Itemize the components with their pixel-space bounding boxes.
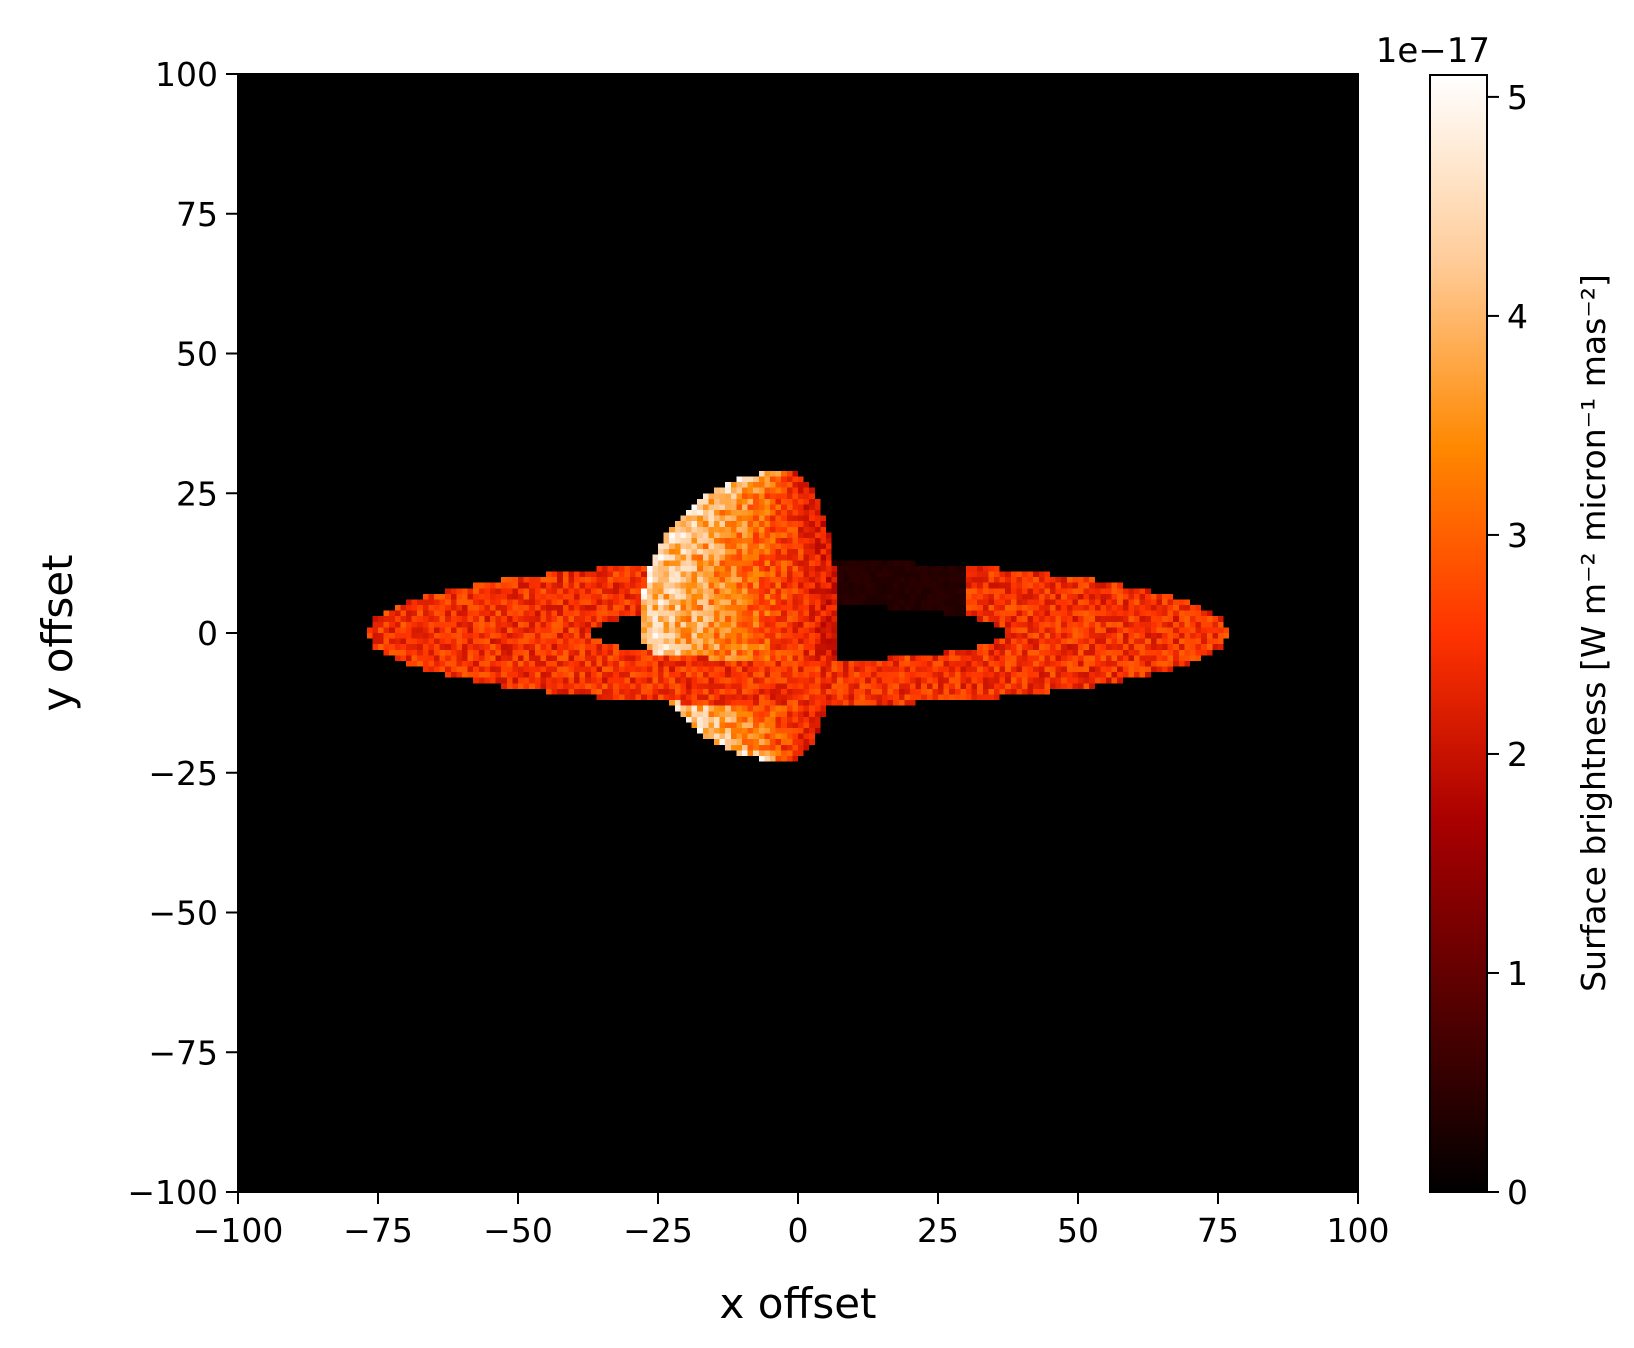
colorbar-tick-label: 1 bbox=[1507, 954, 1528, 993]
colorbar-offset-text: 1e−17 bbox=[1376, 31, 1490, 71]
surface-brightness-image bbox=[238, 74, 1358, 1192]
y-axis-ticks: −100 −75 −50 −25 0 25 50 75 100 bbox=[127, 55, 238, 1212]
x-tick-label: 100 bbox=[1327, 1211, 1390, 1250]
y-tick-label: −100 bbox=[127, 1173, 218, 1212]
x-tick-label: −100 bbox=[193, 1211, 284, 1250]
colorbar-fill bbox=[1430, 75, 1487, 1192]
x-axis-ticks: −100 −75 −50 −25 0 25 50 75 100 bbox=[193, 1192, 1390, 1250]
colorbar-tick-label: 3 bbox=[1507, 516, 1528, 555]
colorbar-frame bbox=[1429, 74, 1488, 1193]
colorbar-ticks: 0 1 2 3 4 5 bbox=[1487, 78, 1528, 1212]
image-container bbox=[238, 74, 1358, 1192]
image-axes: −100 −75 −50 −25 0 25 50 75 100 −100 −75 −50 −25 0 25… bbox=[33, 55, 1390, 1328]
colorbar-tick-label: 0 bbox=[1507, 1173, 1528, 1212]
y-tick-label: −50 bbox=[148, 894, 218, 933]
y-tick-label: 75 bbox=[176, 195, 218, 234]
y-axis-label: y offset bbox=[33, 554, 82, 711]
x-tick-label: −25 bbox=[623, 1211, 693, 1250]
x-tick-label: 50 bbox=[1057, 1211, 1099, 1250]
x-tick-label: 0 bbox=[788, 1211, 809, 1250]
colorbar: 0 1 2 3 4 5 1e−17 Surface brightness [W m⁻² m… bbox=[1376, 31, 1613, 1212]
y-tick-label: 25 bbox=[176, 474, 218, 513]
colorbar-tick-label: 2 bbox=[1507, 735, 1528, 774]
y-tick-label: −75 bbox=[148, 1033, 218, 1072]
colorbar-tick-label: 5 bbox=[1507, 78, 1528, 117]
y-tick-label: 50 bbox=[176, 335, 218, 374]
colorbar-label: Surface brightness [W m⁻² micron⁻¹ mas⁻²… bbox=[1574, 274, 1613, 992]
y-tick-label: 0 bbox=[197, 614, 218, 653]
x-tick-label: 75 bbox=[1197, 1211, 1239, 1250]
x-axis-label: x offset bbox=[719, 1279, 876, 1328]
x-tick-label: −50 bbox=[483, 1211, 553, 1250]
x-tick-label: 25 bbox=[917, 1211, 959, 1250]
colorbar-tick-label: 4 bbox=[1507, 297, 1528, 336]
y-tick-label: −25 bbox=[148, 754, 218, 793]
y-tick-label: 100 bbox=[155, 55, 218, 94]
x-tick-label: −75 bbox=[343, 1211, 413, 1250]
